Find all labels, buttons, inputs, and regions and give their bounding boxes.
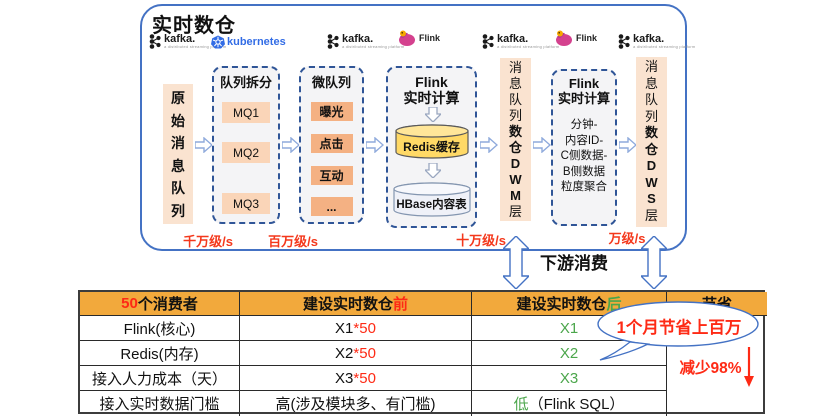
after-value: X3	[472, 366, 667, 391]
mq-item: MQ3	[222, 193, 270, 214]
row-label: Redis(内存)	[80, 341, 240, 366]
throughput-dws: 万级/s	[608, 231, 646, 246]
queue-split-title: 队列拆分	[219, 75, 272, 90]
mq-item: MQ2	[222, 142, 270, 163]
kubernetes-logo-text: kubernetes	[227, 36, 286, 48]
kafka-tagline: a distributed streaming platform	[497, 44, 560, 49]
kafka-icon	[618, 34, 630, 49]
micro-queue-item: 点击	[310, 134, 353, 153]
flink-panel1-title: Flink 实时计算	[403, 74, 460, 106]
micro-queue-item: ...	[310, 197, 353, 216]
flow-arrow-icon	[480, 137, 498, 153]
throughput-split: 百万级/s	[268, 234, 318, 249]
kafka-icon	[327, 34, 339, 49]
micro-queue-title: 微队列	[311, 75, 351, 90]
before-value: X2 *50	[240, 341, 472, 366]
mq-item: MQ1	[222, 102, 270, 123]
kafka-logo: kafka. a distributed streaming platform	[617, 33, 695, 50]
kafka-tagline: a distributed streaming platform	[633, 44, 696, 49]
kafka-logo-text: kafka.	[633, 33, 665, 45]
flow-arrow-icon	[533, 137, 551, 153]
flow-arrow-icon	[366, 137, 384, 153]
redis-cache-cylinder	[395, 124, 469, 159]
kubernetes-logo: kubernetes	[211, 35, 286, 49]
micro-queue-item: 互动	[310, 166, 353, 185]
before-value: X1 *50	[240, 316, 472, 341]
flink-icon	[556, 30, 572, 46]
throughput-dwm: 十万级/s	[456, 233, 506, 248]
micro-queue-panel: 微队列 曝光 点击 互动 ...	[299, 66, 364, 224]
after-value: 低（Flink SQL）	[472, 391, 667, 416]
flow-arrow-icon	[195, 137, 213, 153]
dwm-layer-box: 消息队列数仓DWM层	[500, 58, 531, 221]
down-arrow-icon	[425, 107, 441, 122]
flink-logo-text: Flink	[576, 33, 598, 43]
origin-message-queue-box: 原始消息队列	[163, 84, 193, 224]
flink-logo-text: Flink	[419, 33, 441, 43]
kafka-tagline: a distributed streaming platform	[342, 44, 405, 49]
kafka-logo-text: kafka.	[342, 33, 374, 45]
flink-panel2-title: Flink 实时计算	[557, 76, 610, 106]
flow-arrow-icon	[619, 137, 637, 153]
downstream-arrow-dws-icon	[641, 236, 667, 289]
downstream-consumption-label: 下游消费	[540, 254, 608, 273]
down-arrow-icon	[425, 163, 441, 178]
flink-logo: Flink	[397, 29, 440, 47]
hbase-table-cylinder	[393, 182, 471, 217]
kafka-logo-text: kafka.	[164, 33, 196, 45]
flink-logo: Flink	[554, 29, 597, 47]
kubernetes-icon	[211, 35, 225, 49]
table-header-consumers: 50 个消费者	[80, 292, 240, 316]
after-value: X2	[472, 341, 667, 366]
row-label: Flink(核心)	[80, 316, 240, 341]
before-value: 高(涉及模块多、有门槛)	[240, 391, 472, 416]
kafka-icon	[149, 34, 161, 49]
row-label: 接入人力成本（天）	[80, 366, 240, 391]
kafka-tagline: a distributed streaming platform	[164, 44, 227, 49]
table-header-before: 建设实时数仓前	[240, 292, 472, 316]
flink-panel2-aggregation-text: 分钟- 内容ID- C侧数据- B侧数据 粒度聚合	[560, 119, 608, 193]
micro-queue-item: 曝光	[310, 102, 353, 121]
flink-compute-panel-1: Flink 实时计算 Redis缓存 HBase内容表	[386, 66, 477, 228]
queue-split-panel: 队列拆分 MQ1 MQ2 MQ3	[212, 66, 280, 224]
kafka-logo-text: kafka.	[497, 33, 529, 45]
kafka-logo: kafka. a distributed streaming platform	[326, 33, 404, 50]
kafka-icon	[482, 34, 494, 49]
diagram-title: 实时数仓	[152, 15, 236, 37]
flow-arrow-icon	[282, 137, 300, 153]
dws-layer-box: 消息队列数仓DWS层	[636, 57, 667, 227]
savings-callout-bubble	[597, 301, 759, 361]
savings-callout-text: 1个月节省上百万	[616, 319, 742, 337]
red-down-arrow-icon	[743, 347, 754, 387]
throughput-origin: 千万级/s	[183, 234, 233, 249]
savings-cell: 减少98%	[667, 316, 767, 416]
before-value: X3 *50	[240, 366, 472, 391]
reduction-label: 减少98%	[679, 360, 742, 377]
flink-compute-panel-2: Flink 实时计算 分钟- 内容ID- C侧数据- B侧数据 粒度聚合	[551, 69, 617, 226]
kafka-logo: kafka. a distributed streaming platform	[148, 33, 226, 50]
hbase-table-label: HBase内容表	[396, 199, 467, 211]
redis-cache-label: Redis缓存	[403, 140, 460, 154]
row-label: 接入实时数据门槛	[80, 391, 240, 416]
kafka-logo: kafka. a distributed streaming platform	[481, 33, 559, 50]
downstream-arrow-dwm-icon	[503, 236, 529, 289]
flink-icon	[399, 30, 415, 46]
